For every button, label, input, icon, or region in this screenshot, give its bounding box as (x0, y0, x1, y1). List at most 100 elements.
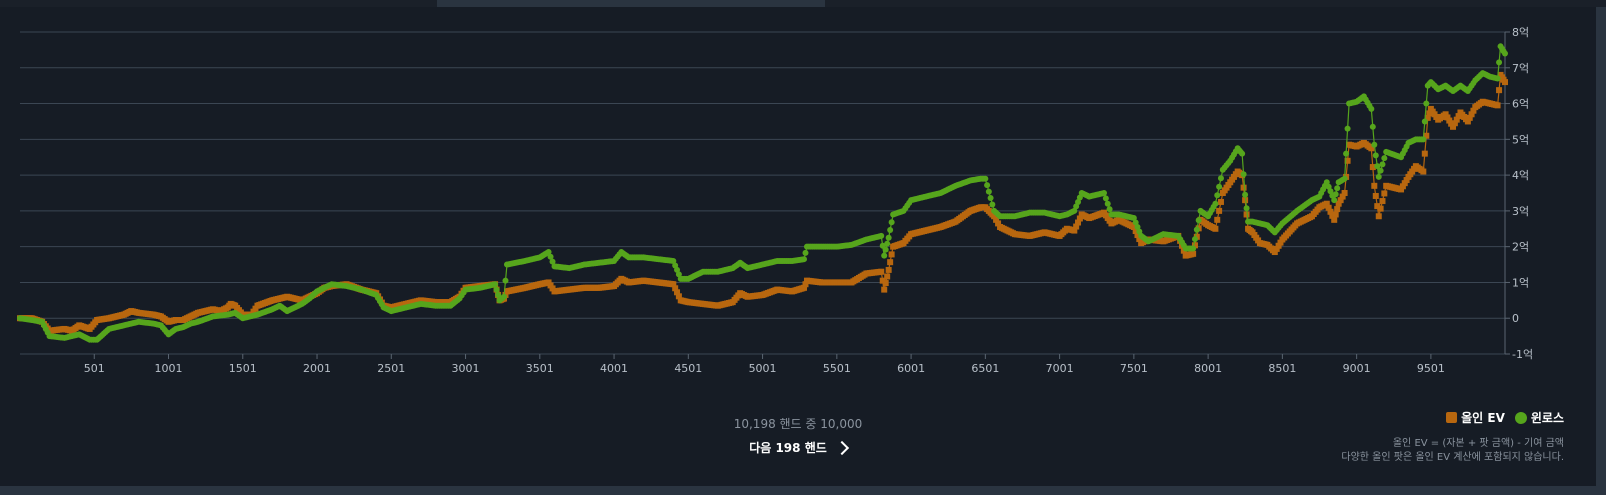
series-allin-ev (17, 71, 1508, 334)
data-point (887, 226, 894, 233)
top-strip-right (825, 0, 1606, 7)
data-point (1372, 152, 1379, 159)
x-tick-label: 7001 (1046, 362, 1074, 375)
data-point (672, 285, 679, 292)
data-point (1076, 215, 1083, 222)
series-winloss (17, 43, 1508, 343)
data-point (1494, 102, 1501, 109)
data-point (878, 268, 885, 275)
hand-count: 10,198 핸드 중 10,000 (733, 417, 863, 431)
data-point (993, 216, 1000, 223)
data-point (1344, 157, 1351, 164)
data-point (1375, 173, 1382, 180)
data-point (884, 240, 891, 247)
data-point (1331, 197, 1338, 204)
data-point (1191, 242, 1198, 249)
chevron-right-icon (834, 440, 849, 455)
y-tick-label: 1억 (1512, 276, 1529, 289)
data-point (1212, 200, 1219, 207)
data-point (1448, 120, 1455, 127)
data-point (884, 273, 891, 280)
y-tick-label: 2억 (1512, 241, 1529, 254)
data-point (1494, 75, 1501, 82)
y-tick-label: 8억 (1512, 26, 1529, 39)
next-hands-button[interactable]: 다음 198 핸드 (0, 439, 1596, 456)
data-point (984, 182, 991, 189)
data-point (1468, 111, 1475, 118)
data-point (1379, 198, 1386, 205)
data-point (1071, 227, 1078, 234)
data-point (1502, 79, 1508, 86)
data-point (1455, 113, 1462, 120)
x-tick-label: 3501 (526, 362, 554, 375)
data-point (1343, 150, 1350, 157)
top-strip-left (0, 0, 437, 7)
data-point (501, 293, 508, 300)
data-point (1470, 107, 1477, 114)
data-point (1369, 123, 1376, 130)
data-point (1239, 150, 1246, 157)
data-point (1442, 111, 1449, 118)
data-point (1372, 192, 1379, 199)
data-point (1240, 171, 1247, 178)
data-point (881, 286, 888, 293)
data-point (1101, 190, 1108, 196)
data-point (995, 220, 1002, 227)
x-tick-label: 5001 (749, 362, 777, 375)
data-point (1216, 207, 1223, 214)
data-point (1190, 245, 1197, 252)
data-point (802, 249, 809, 256)
y-tick-label: -1억 (1512, 348, 1533, 361)
data-point (675, 293, 682, 300)
data-point (1277, 239, 1284, 246)
data-point (989, 201, 996, 208)
data-point (1446, 117, 1453, 124)
data-point (1102, 195, 1109, 202)
circle-marker-icon (1514, 411, 1527, 424)
data-point (1496, 87, 1503, 94)
data-point (1325, 204, 1332, 211)
data-point (1329, 212, 1336, 219)
data-point (1379, 161, 1386, 168)
x-tick-label: 4001 (600, 362, 628, 375)
data-point (1335, 200, 1342, 207)
x-tick-label: 3001 (452, 362, 480, 375)
data-point (1195, 217, 1202, 224)
data-point (1420, 136, 1427, 143)
chart-legend: 올인 EV 윈로스 (1446, 409, 1564, 426)
data-point (882, 246, 889, 253)
data-point (1334, 185, 1341, 192)
data-point (1240, 184, 1247, 191)
ev-footnote: 올인 EV = (자본 + 팟 금액) - 기여 금액 다양한 올인 팟은 올인… (1341, 437, 1564, 465)
data-point (674, 289, 681, 296)
data-point (1216, 183, 1223, 190)
data-point (1327, 208, 1334, 215)
data-point (545, 249, 552, 256)
square-marker-icon (1446, 412, 1458, 423)
data-point (1421, 118, 1428, 125)
data-point (1377, 205, 1384, 212)
data-point (1423, 100, 1430, 107)
data-point (547, 253, 554, 260)
data-point (1368, 145, 1375, 152)
legend-item-winloss[interactable]: 윈로스 (1514, 409, 1564, 426)
legend-label-allin-ev: 올인 EV (1461, 411, 1505, 425)
data-point (1426, 110, 1433, 117)
y-axis-ticks: -1억 0 1억 2억 3억 4억 5억 6억 7억 8억 (1504, 26, 1533, 361)
data-point (881, 252, 888, 259)
data-point (1106, 206, 1113, 213)
y-tick-label: 7억 (1512, 62, 1529, 75)
data-point (1332, 191, 1339, 198)
data-point (1424, 114, 1431, 121)
data-point (882, 280, 889, 287)
data-point (1075, 219, 1082, 226)
data-point (1104, 200, 1111, 207)
x-tick-label: 2001 (303, 362, 331, 375)
y-tick-label: 0 (1512, 312, 1519, 325)
data-point (991, 213, 998, 220)
data-point (670, 281, 677, 288)
data-point (1377, 167, 1384, 174)
data-point (1243, 205, 1250, 212)
data-point (1331, 216, 1338, 223)
legend-item-allin-ev[interactable]: 올인 EV (1446, 409, 1505, 426)
